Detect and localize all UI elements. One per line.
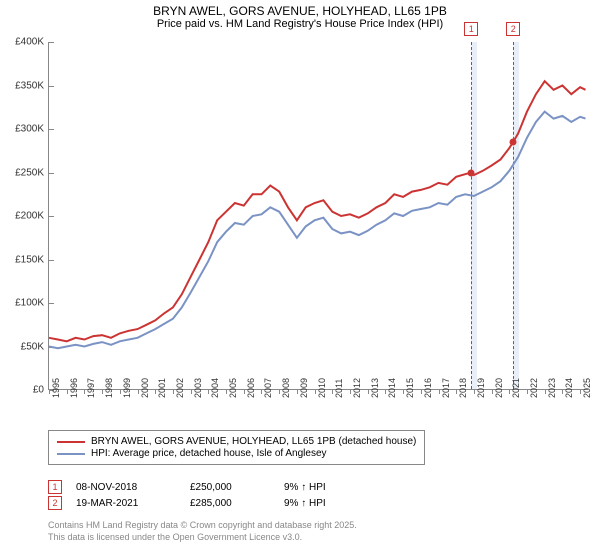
legend-row: HPI: Average price, detached house, Isle… xyxy=(57,448,416,459)
y-tick-label: £0 xyxy=(33,385,44,396)
x-tick-label: 2020 xyxy=(494,378,504,398)
x-tick-label: 2022 xyxy=(529,378,539,398)
marker-table-row: 2 19-MAR-2021 £285,000 9% ↑ HPI xyxy=(48,496,364,510)
chart-title: BRYN AWEL, GORS AVENUE, HOLYHEAD, LL65 1… xyxy=(0,0,600,18)
x-tick-label: 2021 xyxy=(511,378,521,398)
legend-row: BRYN AWEL, GORS AVENUE, HOLYHEAD, LL65 1… xyxy=(57,436,416,447)
x-tick-label: 1995 xyxy=(51,378,61,398)
sale-marker-box: 2 xyxy=(506,22,520,36)
footer-line-2: This data is licensed under the Open Gov… xyxy=(48,532,357,544)
sale-marker-box: 1 xyxy=(464,22,478,36)
legend: BRYN AWEL, GORS AVENUE, HOLYHEAD, LL65 1… xyxy=(48,430,425,465)
x-tick-label: 2023 xyxy=(547,378,557,398)
x-tick-label: 2019 xyxy=(476,378,486,398)
x-tick-label: 1996 xyxy=(69,378,79,398)
x-tick-label: 2000 xyxy=(140,378,150,398)
x-tick-label: 2008 xyxy=(281,378,291,398)
marker-table-price: £250,000 xyxy=(190,482,270,493)
y-tick-label: £50K xyxy=(21,341,44,352)
x-tick-label: 2013 xyxy=(370,378,380,398)
x-tick-label: 2015 xyxy=(405,378,415,398)
footer-line-1: Contains HM Land Registry data © Crown c… xyxy=(48,520,357,532)
x-tick-label: 2012 xyxy=(352,378,362,398)
legend-swatch xyxy=(57,453,85,455)
legend-label: HPI: Average price, detached house, Isle… xyxy=(91,448,327,459)
x-tick-label: 1997 xyxy=(86,378,96,398)
x-tick-label: 2001 xyxy=(157,378,167,398)
x-tick-label: 2017 xyxy=(441,378,451,398)
series-price_paid xyxy=(49,81,586,341)
x-tick-label: 1998 xyxy=(104,378,114,398)
y-tick-label: £300K xyxy=(15,124,44,135)
marker-table-box: 2 xyxy=(48,496,62,510)
x-tick-label: 2025 xyxy=(582,378,592,398)
x-tick-label: 2010 xyxy=(317,378,327,398)
x-tick-label: 2016 xyxy=(423,378,433,398)
x-tick-label: 2005 xyxy=(228,378,238,398)
y-tick-label: £150K xyxy=(15,254,44,265)
y-tick-label: £200K xyxy=(15,211,44,222)
marker-table-price: £285,000 xyxy=(190,498,270,509)
x-tick-label: 2018 xyxy=(458,378,468,398)
y-tick-label: £350K xyxy=(15,80,44,91)
x-tick-label: 2002 xyxy=(175,378,185,398)
sale-dot xyxy=(468,169,475,176)
chart-plot-area: 12 xyxy=(48,42,588,390)
marker-table-date: 19-MAR-2021 xyxy=(76,498,176,509)
series-hpi xyxy=(49,112,586,349)
marker-table-pct: 9% ↑ HPI xyxy=(284,482,364,493)
sale-dot xyxy=(510,139,517,146)
y-tick-label: £400K xyxy=(15,37,44,48)
x-tick-label: 2009 xyxy=(299,378,309,398)
marker-table-row: 1 08-NOV-2018 £250,000 9% ↑ HPI xyxy=(48,480,364,494)
line-series-svg xyxy=(49,42,589,390)
y-tick-label: £100K xyxy=(15,298,44,309)
y-tick-label: £250K xyxy=(15,167,44,178)
marker-table-pct: 9% ↑ HPI xyxy=(284,498,364,509)
sale-markers-table: 1 08-NOV-2018 £250,000 9% ↑ HPI 2 19-MAR-2021… xyxy=(48,478,364,512)
legend-label: BRYN AWEL, GORS AVENUE, HOLYHEAD, LL65 1… xyxy=(91,436,416,447)
marker-table-date: 08-NOV-2018 xyxy=(76,482,176,493)
footer-attribution: Contains HM Land Registry data © Crown c… xyxy=(48,520,357,543)
x-tick-label: 2004 xyxy=(210,378,220,398)
x-tick-label: 2014 xyxy=(387,378,397,398)
x-tick-label: 2003 xyxy=(193,378,203,398)
x-tick-label: 2024 xyxy=(564,378,574,398)
x-tick-label: 2007 xyxy=(263,378,273,398)
x-tick-label: 2006 xyxy=(246,378,256,398)
legend-swatch xyxy=(57,441,85,443)
x-tick-label: 2011 xyxy=(334,379,344,398)
x-tick-label: 1999 xyxy=(122,378,132,398)
marker-table-box: 1 xyxy=(48,480,62,494)
